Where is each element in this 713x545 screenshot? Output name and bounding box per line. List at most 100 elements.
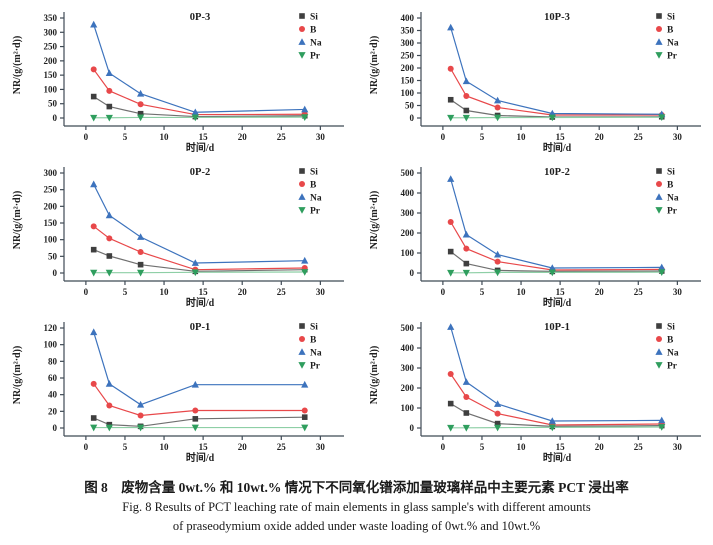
series-line: [450, 326, 662, 422]
marker-triangle-down: [298, 362, 306, 369]
x-tick-label: 10: [517, 442, 527, 452]
legend-label-Si: Si: [310, 13, 318, 23]
marker-circle: [299, 26, 305, 32]
marker-square: [299, 168, 305, 174]
marker-circle: [301, 407, 308, 414]
marker-triangle-up: [105, 69, 113, 77]
series-Na: [90, 328, 309, 408]
series-line: [450, 426, 662, 429]
marker-circle: [447, 65, 454, 72]
legend: Si B Na Pr: [655, 13, 679, 62]
series-line: [93, 331, 305, 406]
series-line: [450, 116, 662, 119]
marker-circle: [463, 394, 470, 400]
marker-triangle-up: [462, 77, 470, 85]
x-axis-label: 时间/d: [186, 451, 215, 464]
x-tick-label: 10: [517, 132, 527, 142]
y-tick-label: 120: [44, 323, 58, 333]
y-tick-label: 250: [401, 51, 415, 61]
series-Na: [447, 323, 666, 424]
y-tick-label: 200: [401, 383, 415, 393]
marker-square: [463, 107, 470, 114]
y-tick-label: 0: [410, 113, 415, 123]
x-tick-label: 0: [441, 132, 446, 142]
marker-triangle-down: [658, 114, 666, 122]
x-tick-label: 5: [123, 287, 128, 297]
x-tick-label: 5: [480, 132, 485, 142]
marker-triangle-up: [447, 323, 455, 330]
y-axis-label: NR/(g/(m²·d)): [12, 191, 23, 250]
marker-triangle-down: [655, 362, 663, 369]
y-tick-label: 100: [44, 84, 58, 94]
caption-english-line2: of praseodymium oxide added under waste …: [172, 519, 541, 533]
marker-triangle-up: [655, 193, 663, 200]
marker-circle: [106, 235, 113, 242]
series-line: [450, 27, 662, 115]
y-tick-label: 20: [48, 406, 58, 416]
series-Pr: [447, 114, 666, 122]
axes: [417, 167, 701, 285]
marker-circle: [463, 245, 470, 252]
marker-circle: [299, 181, 305, 187]
marker-triangle-down: [105, 114, 113, 122]
subplot-10p-2: 0 5 10 15 20 25 30 0 100 200 300 400 500 10P-2 时间/d NR/…: [357, 155, 713, 310]
series-line: [93, 383, 305, 417]
marker-triangle-down: [136, 114, 145, 122]
axes: [60, 167, 344, 285]
subplot-title: 10P-1: [544, 322, 570, 333]
legend: Si B Na Pr: [298, 13, 322, 62]
marker-triangle-down: [548, 424, 556, 432]
y-tick-label: 500: [401, 323, 415, 333]
y-tick-label: 250: [44, 185, 58, 195]
marker-square: [494, 420, 501, 427]
x-tick-label: 5: [123, 132, 128, 142]
y-tick-label: 0: [53, 113, 58, 123]
marker-triangle-down: [301, 424, 309, 432]
marker-square: [299, 13, 305, 19]
marker-triangle-down: [493, 424, 502, 432]
legend-label-Pr: Pr: [667, 52, 678, 62]
legend-label-Na: Na: [310, 349, 322, 359]
marker-triangle-down: [658, 424, 666, 431]
legend-label-Pr: Pr: [667, 207, 678, 217]
legend-label-Si: Si: [667, 323, 675, 333]
x-tick-label: 15: [199, 442, 209, 452]
marker-triangle-up: [462, 378, 470, 385]
marker-triangle-up: [658, 263, 666, 271]
marker-square: [90, 246, 97, 253]
marker-triangle-down: [462, 269, 470, 277]
marker-square: [447, 248, 454, 255]
marker-triangle-down: [136, 269, 145, 277]
marker-triangle-down: [90, 269, 98, 277]
legend: Si B Na Pr: [655, 168, 679, 217]
series-line: [450, 68, 662, 116]
marker-triangle-down: [655, 52, 663, 59]
x-tick-label: 25: [634, 442, 644, 452]
y-tick-label: 200: [401, 228, 415, 238]
x-tick-label: 10: [160, 442, 170, 452]
marker-triangle-up: [301, 256, 309, 264]
subplot-0p-2: 0 5 10 15 20 25 30 0 50 100 150 200 250 300 0P-2 时间/d NR…: [0, 155, 356, 310]
marker-square: [656, 323, 662, 329]
subplot-10p-3: 0 5 10 15 20 25 30 0 50 100 150 200 250 300 350 400 10P-…: [357, 0, 713, 155]
series-line: [93, 96, 305, 118]
legend-label-B: B: [667, 181, 674, 191]
series-line: [450, 373, 662, 426]
marker-triangle-up: [658, 416, 666, 424]
y-axis-label: NR/(g/(m²·d)): [369, 191, 380, 250]
x-tick-label: 20: [238, 132, 248, 142]
series-Si: [90, 414, 308, 430]
y-tick-label: 250: [44, 42, 58, 52]
marker-square: [106, 421, 113, 428]
series-Na: [90, 20, 309, 116]
y-tick-label: 350: [401, 26, 415, 36]
marker-triangle-up: [136, 400, 145, 408]
marker-triangle-up: [548, 417, 556, 424]
x-tick-label: 0: [84, 132, 89, 142]
y-tick-label: 400: [401, 343, 415, 353]
marker-circle: [494, 104, 501, 111]
axes: [60, 12, 344, 130]
